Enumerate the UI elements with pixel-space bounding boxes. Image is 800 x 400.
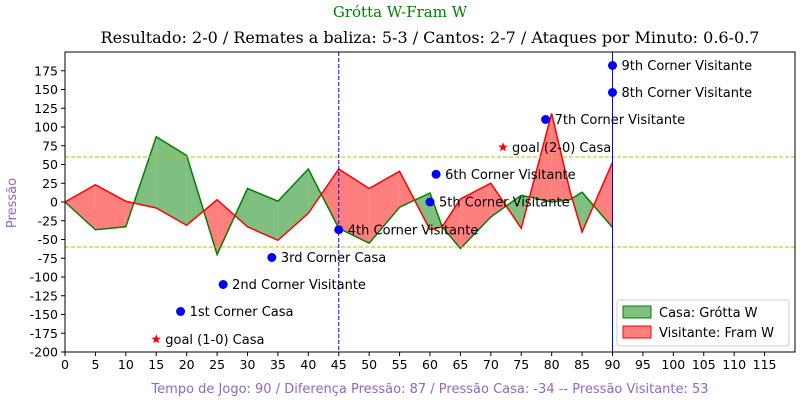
y-tick-label: 175 [34,63,58,78]
x-tick-label: 55 [392,357,408,372]
away-pressure-area [95,184,126,230]
x-tick-label: 95 [635,357,651,372]
corner-marker [218,280,228,289]
corner-marker [267,253,277,262]
event-annotation-label: 1st Corner Casa [190,305,294,320]
y-tick-label: 125 [34,101,58,116]
legend-swatch-away [622,325,652,339]
away-pressure-area [593,162,613,228]
away-pressure-area [369,171,400,244]
away-pressure-area [399,171,415,208]
goal-star-icon [151,334,162,344]
away-pressure-area [442,199,461,249]
away-pressure-area [338,169,370,244]
away-pressure-line [64,113,614,242]
chart-subtitle: Resultado: 2-0 / Remates a baliza: 5-3 /… [101,28,760,47]
y-tick-label: -50 [38,232,58,247]
y-tick-label: 150 [34,82,58,97]
home-pressure-area [247,188,278,241]
y-tick-label: -150 [30,307,58,322]
x-tick-label: 90 [605,357,621,372]
event-annotation-label: goal (2-0) Casa [512,141,611,156]
x-tick-label: 85 [574,357,590,372]
home-pressure-area [277,169,309,241]
y-tick-label: -200 [30,345,58,360]
corner-marker [431,169,441,179]
y-axis-label: Pressão [5,178,20,228]
x-tick-label: 10 [118,357,134,372]
corner-marker [608,61,617,70]
event-annotation-label: 7th Corner Visitante [555,113,686,128]
event-annotation-label: 2nd Corner Visitante [232,278,366,293]
y-tick-label: -175 [30,326,58,341]
corner-marker [608,88,617,97]
y-tick-label: -125 [30,288,58,303]
y-tick-label: -25 [38,213,58,228]
x-tick-label: 65 [452,357,468,372]
home-pressure-area [308,169,322,214]
x-tick-label: 40 [300,357,316,372]
away-pressure-area [460,183,491,249]
y-tick-label: 50 [42,157,58,172]
event-annotation-label: 3rd Corner Casa [281,251,386,266]
x-tick-label: 70 [483,357,499,372]
goal-star-icon [498,142,508,152]
home-pressure-line [64,135,614,257]
event-annotation-label: 9th Corner Visitante [622,59,753,74]
away-pressure-area [203,199,218,255]
y-tick-label: 100 [34,120,58,135]
x-tick-label: 110 [722,357,746,372]
event-annotation-label: 4th Corner Visitante [348,223,479,238]
corner-marker [334,225,344,235]
x-tick-label: 80 [544,357,560,372]
home-pressure-area [582,192,594,232]
legend-entry: Visitante: Fram W [659,326,774,341]
x-axis-label: Tempo de Jogo: 90 / Diferença Pressão: 8… [150,382,708,397]
x-tick-label: 75 [513,357,529,372]
corner-marker [176,307,186,316]
y-tick-label: -100 [30,270,58,285]
y-tick-label: 0 [50,195,58,210]
away-pressure-area [217,199,235,255]
away-pressure-area [65,184,96,230]
y-tick-label: -75 [38,251,58,266]
y-tick-label: 25 [42,176,58,191]
x-tick-label: 115 [753,357,777,372]
event-annotation-label: 8th Corner Visitante [622,86,753,101]
x-tick-label: 5 [91,357,99,372]
home-pressure-area [186,155,204,226]
x-tick-label: 15 [148,357,164,372]
x-tick-label: 0 [61,357,69,372]
x-tick-label: 35 [270,357,286,372]
x-tick-label: 25 [209,357,225,372]
corner-marker [425,197,435,207]
legend-box [616,299,790,347]
event-annotation-label: goal (1-0) Casa [165,333,264,348]
x-tick-label: 20 [179,357,195,372]
x-tick-label: 50 [361,357,377,372]
plot-area: goal (1-0) Casa 1st Corner Casa 2nd Corner… [30,51,796,372]
legend-swatch-home [622,305,652,319]
x-tick-label: 30 [240,357,256,372]
event-annotation-label: 5th Corner Visitante [439,196,570,211]
corner-marker [541,115,551,124]
x-tick-label: 100 [661,357,685,372]
y-tick-label: 75 [42,138,58,153]
legend-entry: Casa: Grótta W [659,306,758,321]
home-pressure-area [234,188,248,227]
chart-title: Grótta W-Fram W [333,3,468,21]
x-tick-label: 105 [692,357,716,372]
event-annotation-label: 6th Corner Visitante [445,168,576,183]
x-tick-label: 60 [422,357,438,372]
x-tick-label: 45 [331,357,347,372]
home-pressure-area [156,136,187,226]
away-pressure-area [321,169,339,229]
legend: Casa: Grótta W Visitante: Fram W [616,299,790,347]
